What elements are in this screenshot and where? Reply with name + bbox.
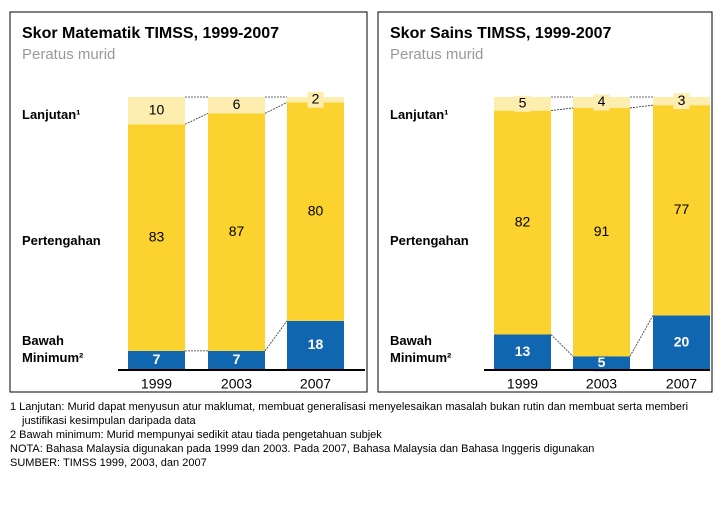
value-label: 13	[515, 343, 531, 359]
bar-segment	[653, 315, 710, 370]
bar-segment	[494, 334, 551, 370]
value-label: 82	[515, 213, 531, 229]
value-label: 5	[598, 354, 606, 370]
footnote: 2 Bawah minimum: Murid mempunyai sedikit…	[10, 429, 382, 441]
bar-segment	[573, 107, 630, 357]
value-label: 87	[229, 223, 245, 239]
connector	[629, 315, 654, 357]
label-box	[514, 95, 531, 112]
series-label: Pertengahan	[22, 233, 101, 248]
value-label: 10	[149, 101, 165, 117]
value-label: 80	[308, 202, 324, 218]
series-label: Bawah Minimum²	[22, 333, 84, 365]
connector	[184, 113, 209, 125]
bar-segment	[128, 97, 185, 125]
connector	[550, 334, 574, 357]
label-box	[307, 91, 324, 108]
connector	[550, 107, 574, 112]
connector	[264, 320, 288, 352]
footnotes: 1 Lanjutan: Murid dapat menyusun atur ma…	[10, 400, 710, 470]
value-label: 3	[678, 92, 686, 108]
value-label: 7	[233, 351, 241, 367]
x-tick-label: 1999	[507, 376, 538, 392]
chart-title: Skor Sains TIMSS, 1999-2007	[390, 25, 612, 42]
bar-segment	[494, 110, 551, 335]
value-label: 18	[308, 336, 324, 352]
x-tick-label: 2007	[300, 376, 331, 392]
value-label: 91	[594, 223, 610, 239]
x-tick-label: 2007	[666, 376, 697, 392]
series-label: Bawah Minimum²	[390, 333, 452, 365]
bar-segment	[128, 350, 185, 370]
connector	[264, 102, 288, 114]
bar-segment	[287, 320, 344, 370]
connector	[629, 104, 654, 109]
chart-subtitle: Peratus murid	[390, 46, 483, 63]
charts: Skor Matematik TIMSS, 1999-2007 Peratus m…	[9, 11, 713, 393]
bar-segment	[208, 350, 265, 370]
series-label: Pertengahan	[390, 233, 469, 248]
value-label: 4	[598, 93, 606, 109]
x-tick-label: 2003	[221, 376, 252, 392]
value-label: 77	[674, 201, 690, 217]
footnote: SUMBER: TIMSS 1999, 2003, dan 2007	[10, 457, 207, 469]
value-label: 6	[233, 96, 241, 112]
footnote: NOTA: Bahasa Malaysia digunakan pada 199…	[10, 443, 595, 455]
panel	[377, 11, 713, 393]
value-label: 7	[153, 351, 161, 367]
label-box	[593, 355, 610, 372]
value-label: 83	[149, 228, 165, 244]
value-label: 5	[519, 95, 527, 111]
bar-segment	[287, 102, 344, 321]
label-box	[673, 93, 690, 110]
x-tick-label: 2003	[586, 376, 617, 392]
value-label: 2	[312, 90, 320, 106]
series-label: Lanjutan¹	[390, 107, 449, 122]
bar-segment	[128, 124, 185, 351]
chart-subtitle: Peratus murid	[22, 46, 115, 63]
chart-title: Skor Matematik TIMSS, 1999-2007	[22, 25, 279, 42]
x-tick-label: 1999	[141, 376, 172, 392]
bar-segment	[653, 105, 710, 316]
series-label: Lanjutan¹	[22, 107, 81, 122]
bar-segment	[208, 113, 265, 351]
label-box	[593, 94, 610, 111]
value-label: 20	[674, 333, 690, 349]
footnote: 1 Lanjutan: Murid dapat menyusun atur ma…	[10, 401, 689, 427]
panel	[9, 11, 368, 393]
bar-segment	[208, 97, 265, 114]
